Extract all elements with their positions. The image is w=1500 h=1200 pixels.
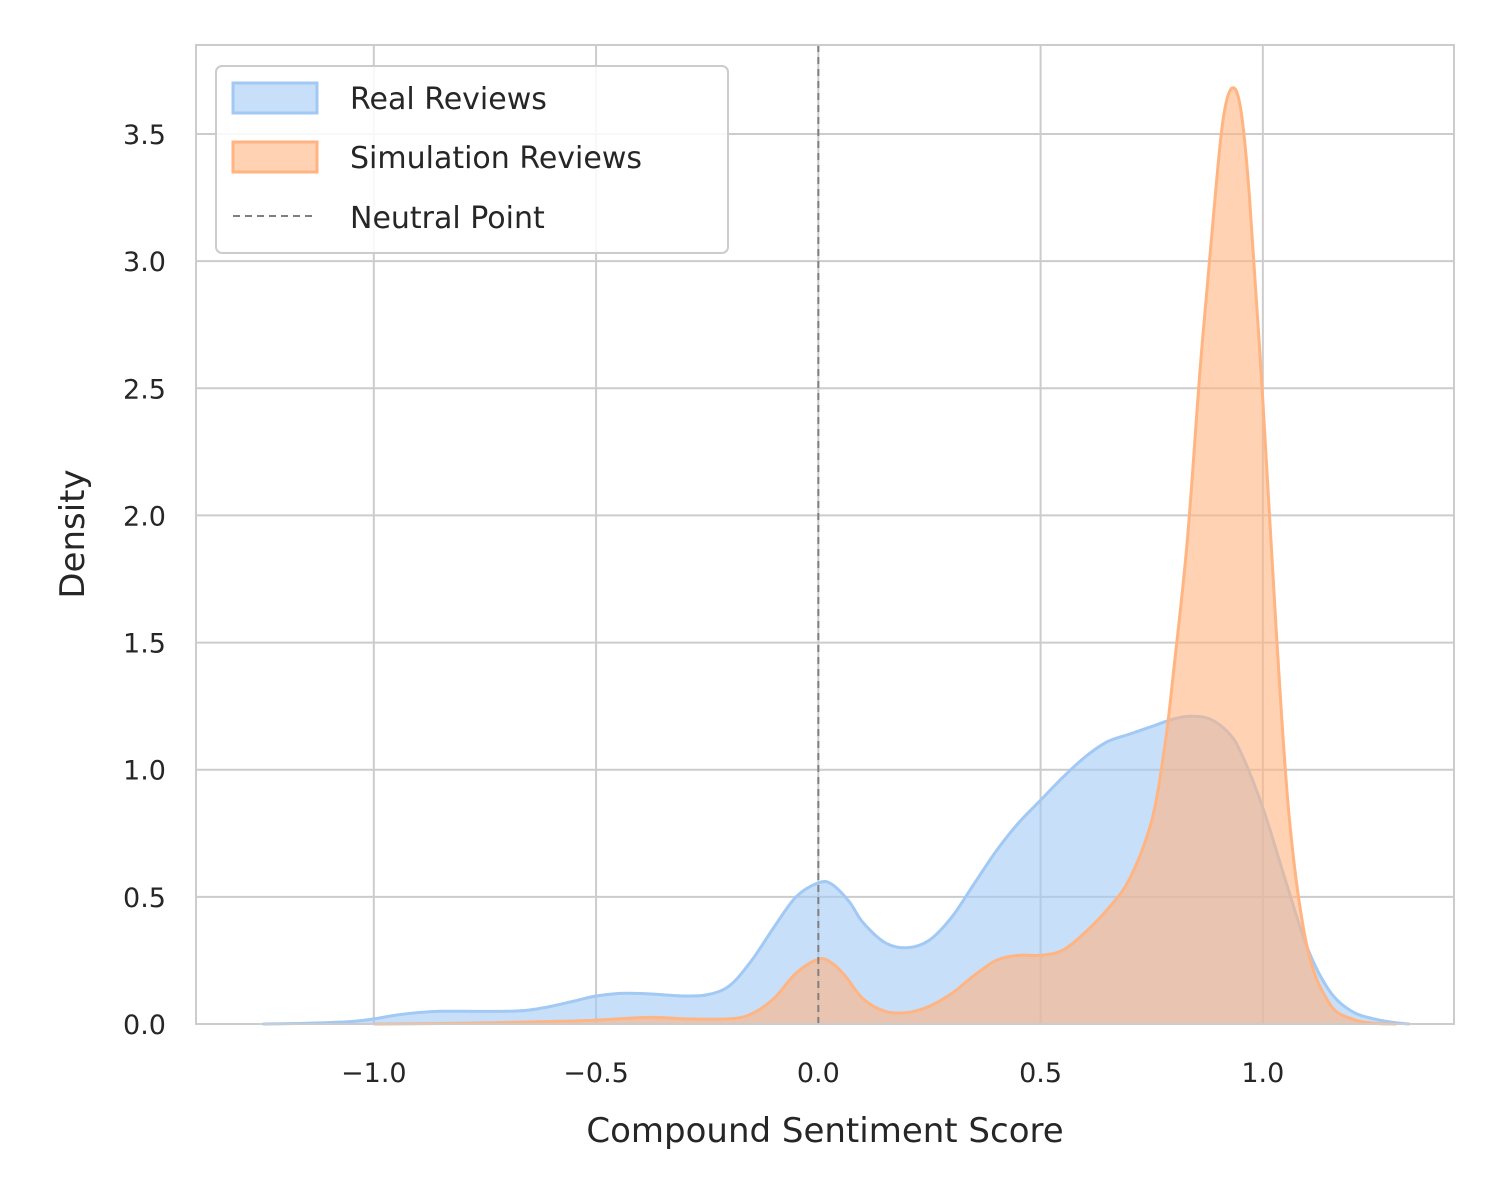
x-tick-label: −0.5 xyxy=(563,1058,629,1089)
simulation-reviews-density-area xyxy=(373,87,1397,1025)
legend-label-real-reviews: Real Reviews xyxy=(350,82,547,117)
legend-frame xyxy=(215,65,729,254)
y-tick-label: 3.0 xyxy=(123,247,166,278)
legend-label-simulation-reviews: Simulation Reviews xyxy=(350,141,642,176)
y-tick-label: 0.0 xyxy=(123,1010,166,1041)
x-tick-label: 1.0 xyxy=(1241,1058,1284,1089)
x-tick-label: −1.0 xyxy=(341,1058,407,1089)
x-tick-label: 0.5 xyxy=(1019,1058,1062,1089)
y-tick-label: 2.0 xyxy=(123,501,166,532)
legend-label-neutral-point: Neutral Point xyxy=(350,201,545,236)
legend-swatch-real-reviews xyxy=(231,81,319,115)
legend: Real Reviews Simulation Reviews Neutral … xyxy=(215,65,729,254)
x-tick-label: 0.0 xyxy=(797,1058,840,1089)
tick-label-layer: −1.0 −0.5 0.0 0.5 1.0 0.0 0.5 1.0 1.5 2.0 2.5 3.0 3.… xyxy=(123,120,1284,1089)
y-tick-label: 2.5 xyxy=(123,374,166,405)
y-tick-label: 0.5 xyxy=(123,883,166,914)
x-axis-label: Compound Sentiment Score xyxy=(586,1111,1063,1151)
legend-swatch-simulation-reviews xyxy=(231,140,319,174)
y-tick-label: 3.5 xyxy=(123,120,166,151)
y-axis-label: Density xyxy=(53,469,93,598)
y-tick-label: 1.0 xyxy=(123,756,166,787)
plot-frame xyxy=(195,44,1455,1025)
y-tick-label: 1.5 xyxy=(123,629,166,660)
simulation-reviews-density-curve xyxy=(373,86,1397,1026)
area-layer xyxy=(262,86,1410,1026)
